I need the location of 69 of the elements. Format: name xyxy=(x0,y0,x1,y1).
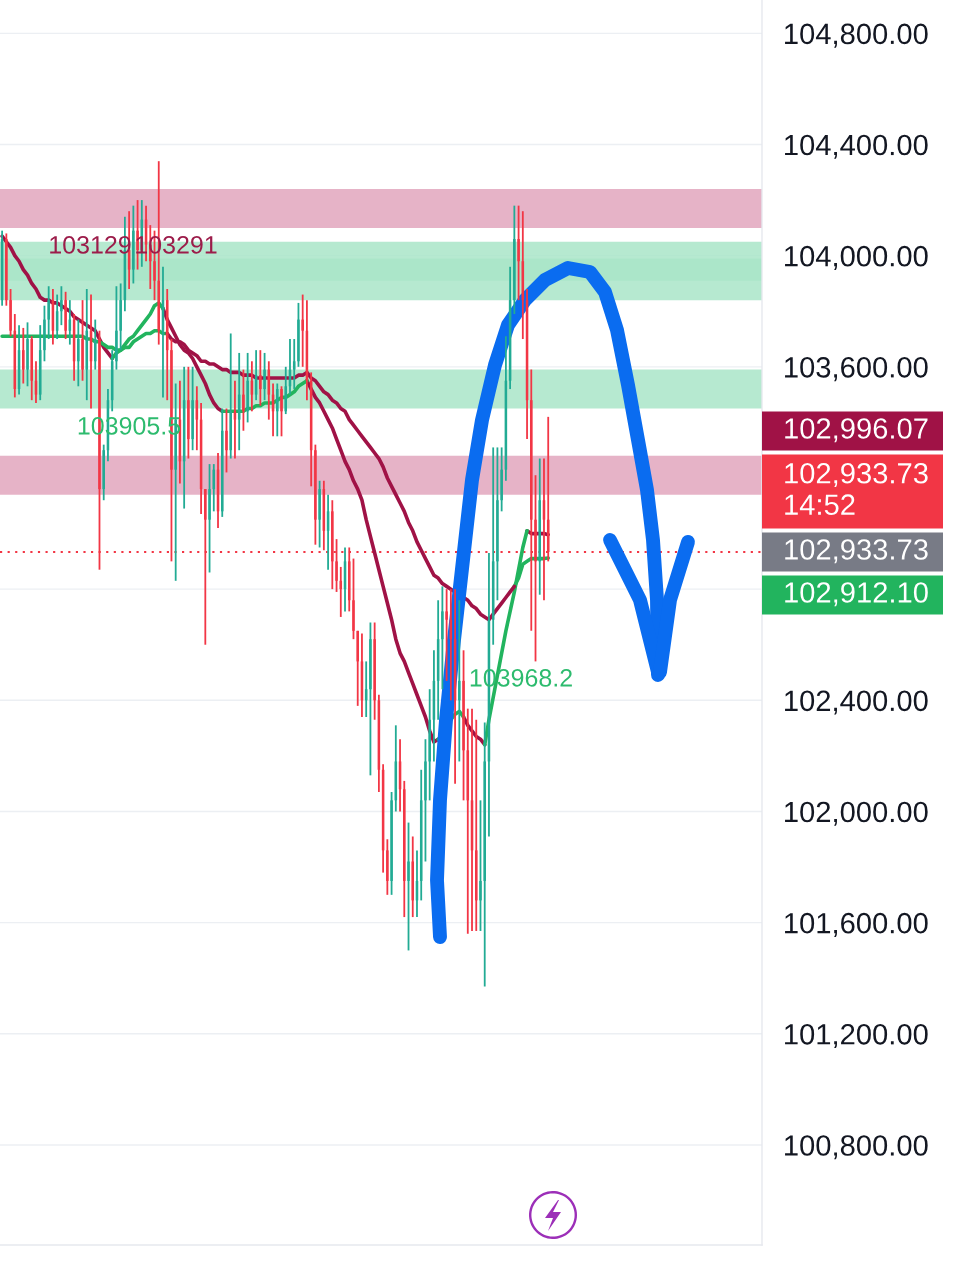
candlestick xyxy=(47,285,50,340)
candlestick xyxy=(356,629,359,707)
candlestick xyxy=(191,365,194,452)
candlestick xyxy=(30,335,34,402)
candlestick xyxy=(259,349,262,407)
text: 102,996.07 xyxy=(785,418,928,443)
candlestick xyxy=(276,382,279,438)
y-tick-label: 102,400.00 xyxy=(785,690,928,715)
candlestick xyxy=(479,799,482,932)
y-tick-label: 103,600.00 xyxy=(785,357,928,382)
candlestick xyxy=(403,779,406,918)
candlestick xyxy=(517,204,520,302)
candlestick xyxy=(301,293,304,368)
ref-line-label: 102,933.73 14:52 xyxy=(785,462,928,516)
candlestick xyxy=(496,446,499,602)
y-tick-label: 101,600.00 xyxy=(785,912,928,937)
candlestick xyxy=(462,649,465,802)
candlestick xyxy=(229,332,232,460)
candlestick xyxy=(445,588,448,682)
candlestick xyxy=(386,838,389,896)
y-tick-label: 104,800.00 xyxy=(785,23,928,48)
candlestick xyxy=(60,285,63,327)
candlestick xyxy=(208,463,211,574)
candlestick xyxy=(225,407,228,474)
candlestick xyxy=(115,285,118,371)
candlestick xyxy=(284,365,288,415)
text: 102,912.10 xyxy=(785,582,928,607)
candlestick xyxy=(119,282,122,352)
candlestick xyxy=(280,385,283,438)
candlestick xyxy=(220,407,224,518)
candlestick xyxy=(22,327,25,385)
candlestick xyxy=(314,443,317,546)
candlestick xyxy=(81,299,84,382)
candlestick xyxy=(424,738,427,863)
candlestick xyxy=(26,321,29,388)
candlestick xyxy=(411,835,415,918)
candlestick xyxy=(5,232,8,307)
candlestick xyxy=(390,791,393,896)
candlestick xyxy=(458,599,461,763)
candlestick xyxy=(64,290,67,340)
candlestick xyxy=(242,368,245,432)
candlestick xyxy=(474,718,478,932)
candlestick xyxy=(187,365,190,460)
candlestick xyxy=(263,352,266,402)
candlestick xyxy=(246,352,249,424)
candlestick xyxy=(352,557,355,641)
candlestick xyxy=(77,318,80,388)
candlestick xyxy=(500,446,503,513)
y-tick-label: 104,000.00 xyxy=(785,245,928,270)
candlestick xyxy=(369,621,372,777)
candlestick xyxy=(407,821,410,952)
candlestick xyxy=(538,457,542,596)
candlestick xyxy=(132,204,135,285)
candlestick xyxy=(102,443,105,502)
candlestick xyxy=(297,302,300,368)
y-tick-label: 104,400.00 xyxy=(785,134,928,159)
y-tick-label: 101,200.00 xyxy=(785,1024,928,1049)
candlestick xyxy=(483,721,486,988)
candlestick xyxy=(513,204,516,315)
candlestick xyxy=(43,304,46,363)
candlestick xyxy=(318,479,321,549)
candlestick xyxy=(9,288,12,338)
text: 102,933.73 xyxy=(785,539,928,564)
y-tick-label: 102,000.00 xyxy=(785,801,928,826)
candlestick xyxy=(93,318,97,371)
candlestick xyxy=(428,688,431,802)
candlestick xyxy=(441,585,444,691)
y-tick-label: 100,800.00 xyxy=(785,1135,928,1160)
candlestick xyxy=(373,621,376,721)
